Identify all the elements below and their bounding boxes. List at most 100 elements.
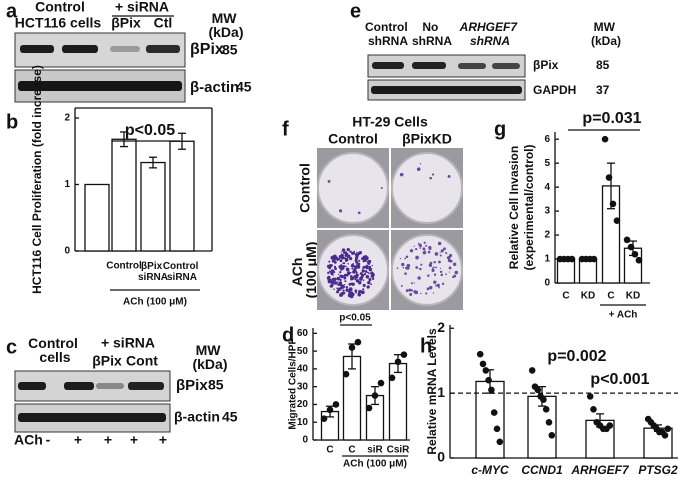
- colony: [354, 289, 358, 293]
- colony: [348, 290, 351, 294]
- data-point: [635, 256, 643, 264]
- row-label: βPix: [533, 58, 559, 72]
- colony: [353, 250, 355, 253]
- colony: [417, 242, 420, 245]
- bar: [140, 161, 166, 252]
- y-axis-label: Relative mRNA Levels: [425, 328, 439, 455]
- y-tick-label: 1: [544, 254, 550, 265]
- colony: [344, 280, 347, 283]
- colony: [349, 275, 353, 278]
- mw-title: MW (kDa): [591, 20, 621, 48]
- colony: [406, 263, 411, 268]
- y-tick-label: 2: [64, 113, 70, 124]
- colony: [327, 179, 331, 183]
- colony: [355, 271, 358, 274]
- colony: [358, 250, 363, 255]
- colony: [419, 247, 422, 249]
- colony: [402, 266, 405, 269]
- treatment-lane: +: [130, 432, 138, 448]
- colony: [333, 288, 335, 290]
- colony: [367, 259, 370, 262]
- lane-label: Cont: [126, 353, 158, 369]
- panel-c: c Control cells + siRNA βPix Cont βPix 8…: [6, 335, 238, 448]
- colony: [346, 254, 350, 258]
- data-point: [601, 135, 609, 143]
- colony: [353, 265, 356, 268]
- colony: [328, 270, 332, 273]
- treatment-lane: +: [74, 432, 82, 448]
- colony: [331, 277, 335, 281]
- colony: [366, 271, 369, 274]
- colony: [364, 270, 368, 273]
- colony: [404, 272, 407, 275]
- colony: [439, 270, 443, 274]
- colony: [340, 284, 343, 287]
- band: [64, 382, 94, 390]
- colony: [335, 278, 338, 280]
- colony: [338, 209, 343, 213]
- y-tick-label: 4: [544, 182, 550, 193]
- colony: [420, 292, 422, 295]
- colony: [415, 247, 418, 251]
- colony: [343, 275, 346, 278]
- data-point: [320, 415, 328, 422]
- annotation: p=0.002: [547, 348, 606, 365]
- colony: [337, 283, 341, 286]
- colony: [334, 258, 336, 261]
- data-point: [606, 422, 614, 429]
- colony: [448, 266, 452, 270]
- treatment-lane: +: [104, 432, 112, 448]
- colony: [339, 270, 342, 274]
- colony: [351, 252, 354, 255]
- y-tick-label: 0: [64, 246, 70, 257]
- colony: [344, 259, 348, 262]
- mw-title: MW (kDa): [208, 10, 243, 40]
- colony: [347, 262, 349, 265]
- colony: [453, 262, 457, 266]
- bar: [578, 258, 598, 284]
- colony: [345, 288, 349, 292]
- colony: [435, 284, 438, 287]
- colony: [409, 293, 413, 296]
- colony: [354, 256, 359, 260]
- colony: [359, 278, 363, 281]
- colony: [331, 271, 334, 274]
- colony: [327, 271, 330, 275]
- row-label: βPix: [176, 377, 208, 394]
- colony: [425, 244, 428, 247]
- colony: [362, 283, 366, 287]
- colony: [344, 251, 348, 255]
- colony: [342, 289, 345, 292]
- bar: [475, 380, 505, 459]
- x-tick-label: siR: [367, 445, 383, 456]
- data-point: [540, 396, 547, 403]
- colony: [405, 289, 409, 292]
- y-tick-label: 2: [544, 230, 550, 241]
- y-tick-label: 10: [297, 417, 309, 428]
- colony: [340, 251, 343, 253]
- colony: [342, 286, 345, 289]
- y-tick-label: 0: [437, 449, 445, 465]
- data-point: [627, 243, 635, 251]
- data-point: [371, 392, 379, 399]
- row-label: GAPDH: [533, 83, 576, 97]
- colony: [326, 264, 331, 269]
- colony: [425, 292, 428, 295]
- colony: [349, 271, 352, 274]
- data-point: [354, 338, 362, 346]
- colony: [428, 247, 432, 251]
- colony: [332, 274, 334, 276]
- colony: [331, 255, 336, 259]
- colony: [426, 287, 430, 291]
- x-tick-label: C: [607, 291, 614, 302]
- y-axis-label: Relative Cell Invasion: [507, 146, 521, 269]
- colony: [349, 250, 352, 253]
- data-point: [479, 360, 487, 368]
- column-label: Control: [328, 131, 378, 147]
- y-tick-label: 5: [544, 158, 550, 169]
- colony: [348, 282, 352, 286]
- group-label: + ACh: [609, 310, 638, 321]
- band: [412, 62, 446, 69]
- colony: [365, 254, 367, 257]
